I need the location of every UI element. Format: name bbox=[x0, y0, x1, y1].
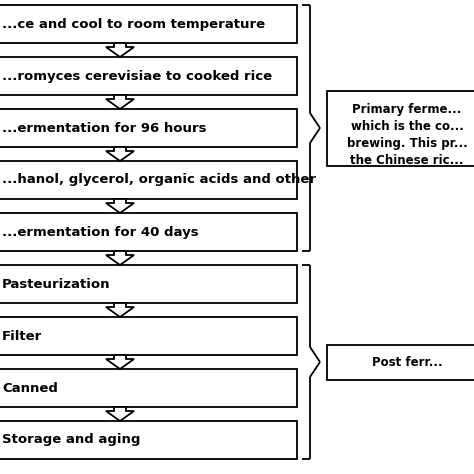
Bar bbox=[0, 265, 297, 303]
Text: Post ferr...: Post ferr... bbox=[372, 356, 442, 368]
Bar bbox=[0, 57, 297, 95]
Text: ...romyces cerevisiae to cooked rice: ...romyces cerevisiae to cooked rice bbox=[2, 70, 272, 82]
Bar bbox=[327, 345, 474, 380]
Text: ...ermentation for 40 days: ...ermentation for 40 days bbox=[2, 226, 199, 238]
Bar bbox=[0, 369, 297, 407]
Text: Pasteurization: Pasteurization bbox=[2, 277, 110, 291]
PathPatch shape bbox=[106, 303, 134, 317]
Text: Canned: Canned bbox=[2, 382, 58, 394]
Text: ...hanol, glycerol, organic acids and other: ...hanol, glycerol, organic acids and ot… bbox=[2, 173, 316, 186]
PathPatch shape bbox=[106, 251, 134, 265]
Bar bbox=[0, 5, 297, 43]
Bar bbox=[327, 91, 474, 165]
PathPatch shape bbox=[106, 147, 134, 161]
Bar bbox=[0, 317, 297, 355]
PathPatch shape bbox=[106, 355, 134, 369]
Bar bbox=[0, 109, 297, 147]
Text: the Chinese ric...: the Chinese ric... bbox=[350, 154, 464, 166]
Bar bbox=[0, 421, 297, 459]
Bar bbox=[0, 161, 297, 199]
Text: ...ce and cool to room temperature: ...ce and cool to room temperature bbox=[2, 18, 265, 30]
Text: Primary ferme...: Primary ferme... bbox=[352, 102, 462, 116]
Text: Storage and aging: Storage and aging bbox=[2, 434, 140, 447]
PathPatch shape bbox=[106, 407, 134, 421]
PathPatch shape bbox=[106, 95, 134, 109]
Text: brewing. This pr...: brewing. This pr... bbox=[346, 137, 467, 149]
PathPatch shape bbox=[106, 199, 134, 213]
Text: which is the co...: which is the co... bbox=[351, 119, 464, 133]
Bar bbox=[0, 213, 297, 251]
PathPatch shape bbox=[106, 43, 134, 57]
Text: ...ermentation for 96 hours: ...ermentation for 96 hours bbox=[2, 121, 207, 135]
Text: Filter: Filter bbox=[2, 329, 42, 343]
